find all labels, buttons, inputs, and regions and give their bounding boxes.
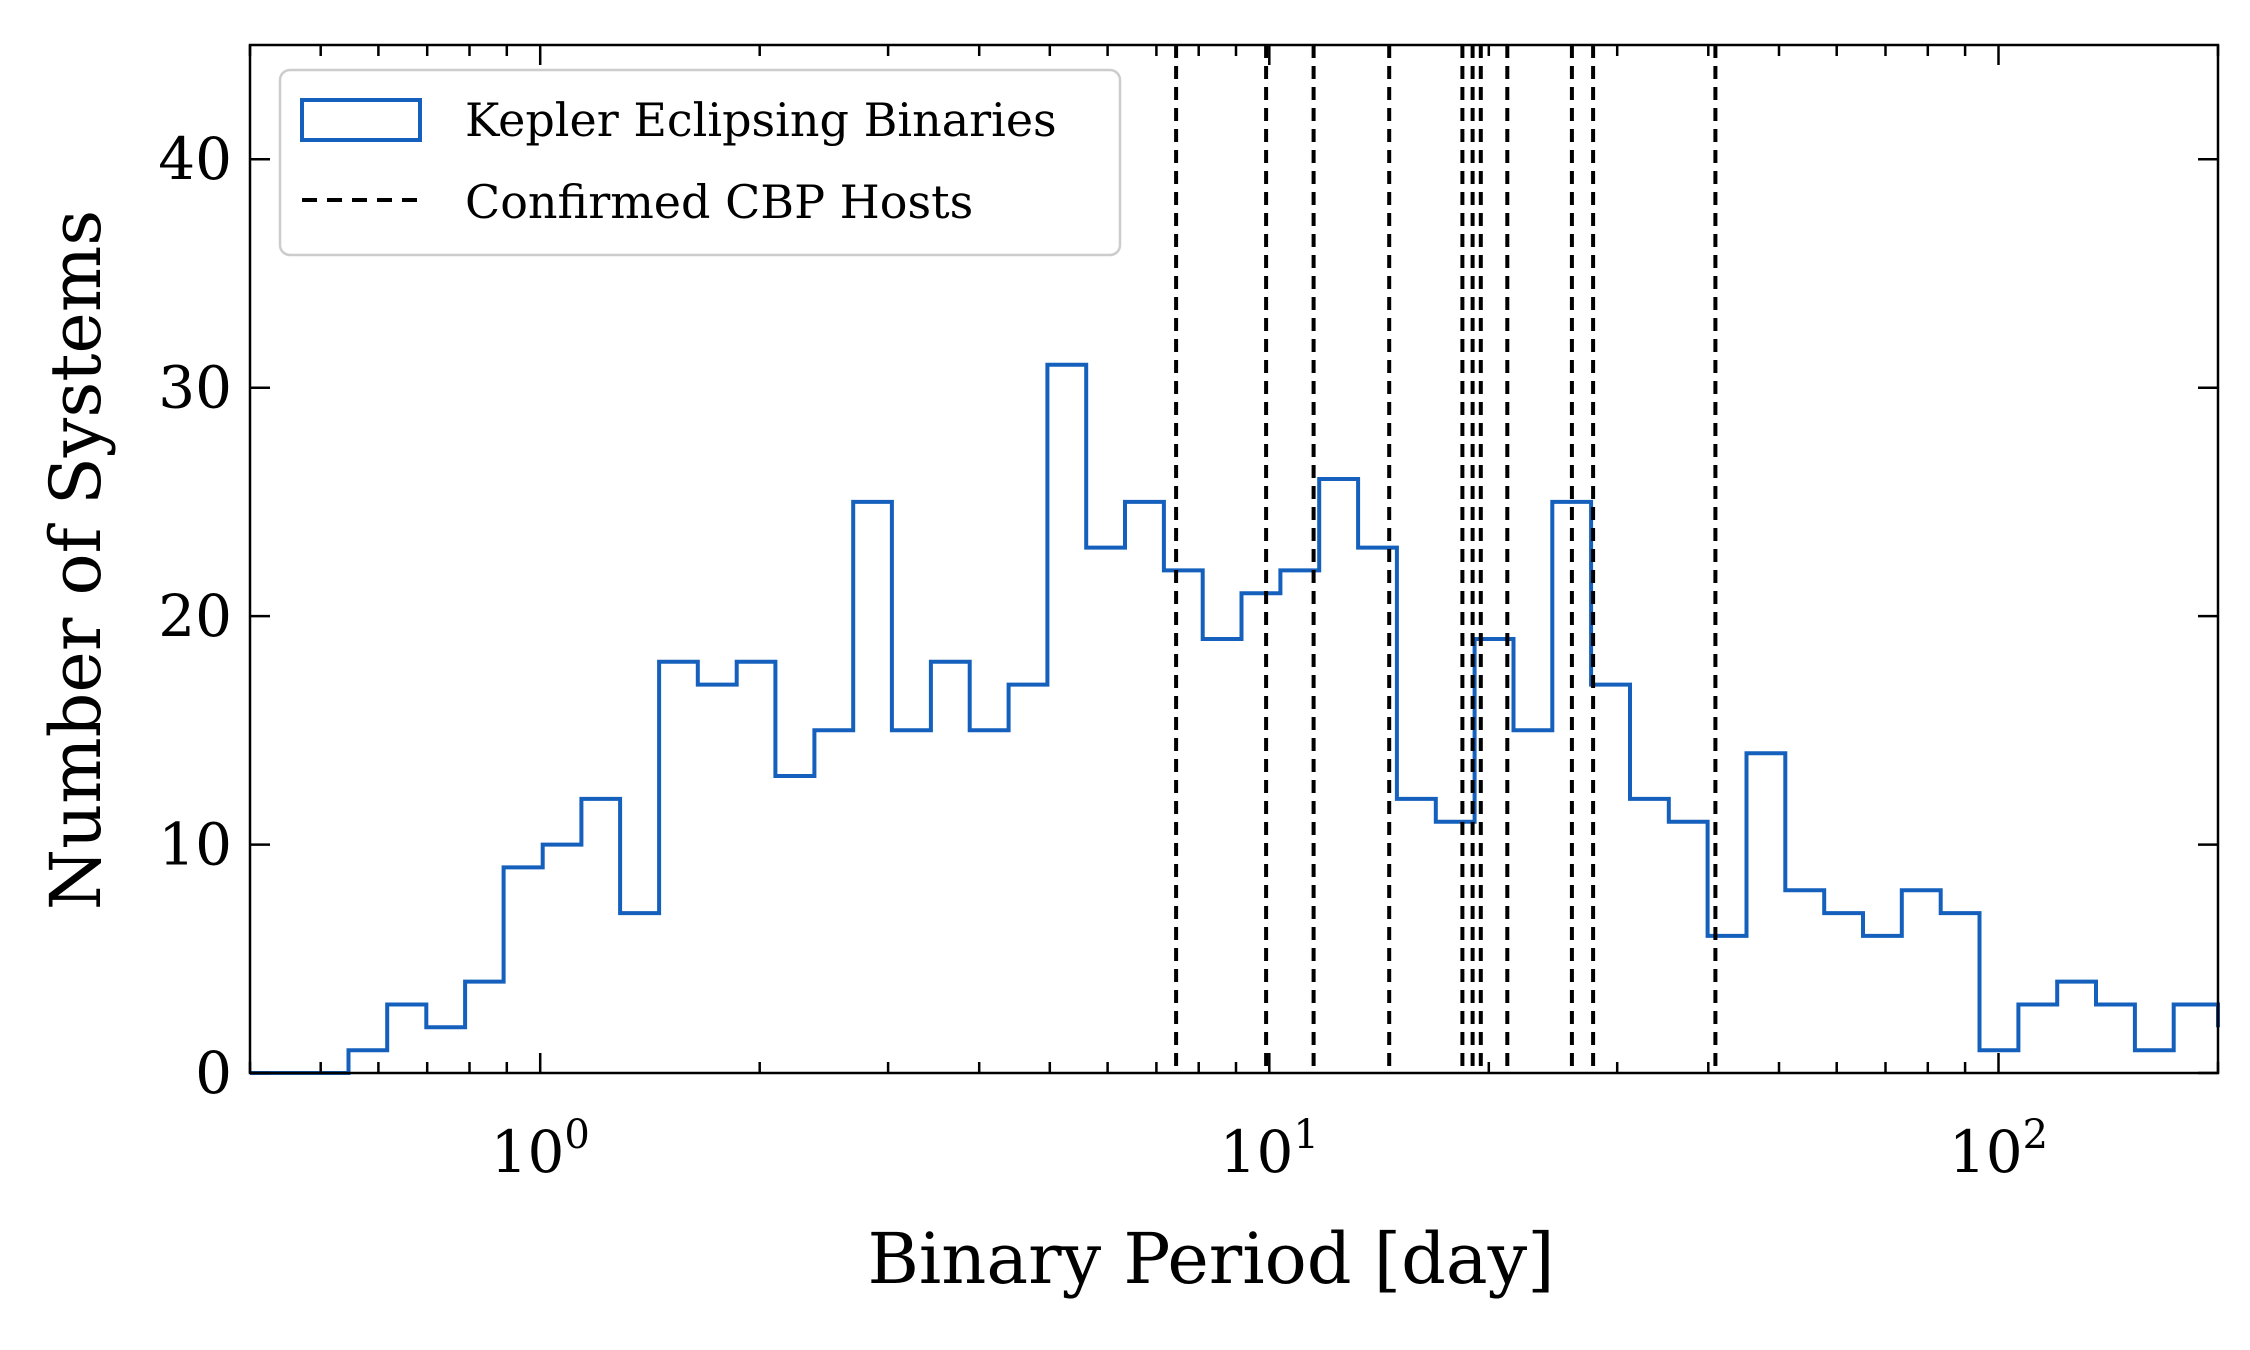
histogram-bin — [581, 799, 620, 1073]
histogram-bin — [2096, 1005, 2135, 1074]
histogram-bin — [1009, 685, 1048, 1073]
x-axis-title: Binary Period [day] — [867, 1218, 1554, 1300]
histogram-bin — [775, 776, 814, 1073]
histogram-bin — [1125, 502, 1164, 1073]
histogram-bin — [931, 662, 970, 1073]
histogram-bin — [1902, 890, 1941, 1073]
legend-label-kepler: Kepler Eclipsing Binaries — [465, 93, 1057, 147]
histogram-bin — [1397, 799, 1436, 1073]
y-tick-label: 30 — [158, 354, 232, 422]
histogram-bin — [465, 982, 504, 1073]
y-tick-label: 0 — [195, 1039, 232, 1107]
histogram-bin — [892, 730, 931, 1073]
x-tick-label: 102 — [1949, 1112, 2048, 1186]
histogram-bin — [1514, 730, 1553, 1073]
histogram-bin — [620, 913, 659, 1073]
histogram-bin — [349, 1050, 388, 1073]
histogram-bin — [1203, 639, 1242, 1073]
histogram-bin — [1086, 548, 1125, 1073]
histogram-bin — [1319, 479, 1358, 1073]
legend-box — [278, 68, 1122, 257]
plot-area — [250, 45, 2220, 1075]
y-tick-label: 40 — [158, 125, 232, 193]
histogram-bin — [1630, 799, 1669, 1073]
legend-swatch-kepler — [300, 98, 422, 142]
histogram-bin — [1669, 822, 1708, 1073]
histogram-bin — [1436, 822, 1475, 1073]
histogram-bin — [387, 1005, 426, 1074]
legend-label-cbp: Confirmed CBP Hosts — [465, 175, 973, 229]
histogram-bin — [2174, 1005, 2218, 1074]
histogram-bin — [1242, 593, 1281, 1073]
histogram-bin — [1863, 936, 1902, 1073]
legend: Kepler Eclipsing Binaries Confirmed CBP … — [278, 68, 1122, 257]
histogram-bin — [426, 1027, 465, 1073]
x-tick-label: 100 — [491, 1112, 590, 1186]
histogram-bin — [504, 867, 543, 1073]
histogram-bin — [659, 662, 698, 1073]
histogram-bin — [1785, 890, 1824, 1073]
histogram-bin — [2057, 982, 2096, 1073]
x-tick-label: 101 — [1220, 1112, 1319, 1186]
axes-frame — [248, 43, 2220, 1075]
histogram-bin — [853, 502, 892, 1073]
histogram-bin — [1591, 685, 1630, 1073]
histogram-bin — [1824, 913, 1863, 1073]
histogram-bin — [1941, 913, 1980, 1073]
y-tick-label: 10 — [158, 811, 232, 879]
y-tick-label: 20 — [158, 582, 232, 650]
histogram-bin — [1164, 570, 1203, 1073]
histogram-bin — [970, 730, 1009, 1073]
histogram-bin — [543, 845, 582, 1073]
histogram-bin — [1047, 365, 1086, 1073]
y-axis-title: Number of Systems — [35, 210, 117, 910]
histogram-bin — [737, 662, 776, 1073]
histogram-bin — [2135, 1050, 2174, 1073]
histogram-bin — [1747, 753, 1786, 1073]
histogram-bin — [814, 730, 853, 1073]
histogram-series-kepler — [250, 362, 2220, 1075]
histogram-bin — [698, 685, 737, 1073]
histogram-bin — [2018, 1005, 2057, 1074]
